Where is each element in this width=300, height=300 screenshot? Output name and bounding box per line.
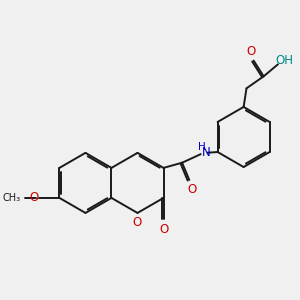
Text: O: O [159, 223, 168, 236]
Text: O: O [188, 183, 197, 196]
Text: OH: OH [275, 54, 293, 68]
Text: O: O [29, 191, 39, 204]
Text: O: O [247, 45, 256, 58]
Text: H: H [198, 142, 206, 152]
Text: O: O [133, 216, 142, 230]
Text: CH₃: CH₃ [2, 193, 20, 203]
Text: N: N [202, 146, 210, 159]
